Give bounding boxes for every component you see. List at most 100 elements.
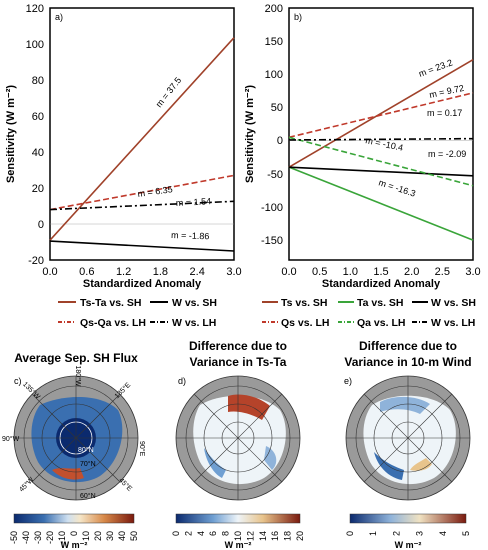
- xtick-b: 0.0: [281, 266, 296, 278]
- legend-label: W vs. SH: [431, 297, 476, 309]
- xtick-a: 3.0: [226, 266, 241, 278]
- ytick-a: 0: [38, 219, 44, 231]
- legend-label: W vs. SH: [172, 297, 217, 309]
- colorbar-e-bar: [349, 513, 467, 524]
- panel-c-label: c): [14, 376, 22, 386]
- panel-b-yticks: 200 150 100 50 0 -50 -100 -150: [261, 3, 283, 247]
- colorbar-c-unit: W m⁻²: [61, 540, 88, 550]
- panel-e-label: e): [344, 376, 352, 386]
- colorbar-tick: 0: [171, 531, 181, 536]
- panel-a-yticks: 120 100 80 60 40 20 0 -20: [26, 3, 44, 267]
- colorbar-e-ticks: 0 1 2 3 4 5: [345, 531, 471, 536]
- lon-label: 180°W: [74, 365, 82, 386]
- slope-label: m = 6.35: [137, 184, 173, 199]
- colorbar-tick: -20: [45, 531, 55, 544]
- colorbar-tick: 10: [81, 531, 91, 541]
- ytick-b: 100: [265, 69, 283, 81]
- panel-b-xticks: 0.0 0.5 1.0 1.5 2.0 2.5 3.0: [281, 266, 480, 278]
- xtick-a: 1.2: [116, 266, 131, 278]
- meridian: [363, 393, 453, 483]
- meridian: [193, 393, 283, 483]
- colorbar-tick: 12: [245, 531, 255, 541]
- lat-label: 60°N: [80, 492, 96, 500]
- colorbar-tick: 30: [105, 531, 115, 541]
- colorbar-d-ticks: 0 2 4 6 8 10 12 14 16 18 20: [171, 531, 305, 541]
- series-line: [49, 174, 235, 211]
- panel-a: a) 120 100 80 60 40 20 0 -20 0.0 0.6 1.2…: [5, 3, 242, 290]
- legend-label: Qa vs. LH: [357, 317, 405, 329]
- panel-a-label: a): [55, 12, 63, 22]
- colorbar-tick: 5: [461, 531, 471, 536]
- legend-label: Ta vs. SH: [357, 297, 404, 309]
- colorbar-tick: 0: [69, 531, 79, 536]
- xtick-a: 0.0: [42, 266, 57, 278]
- legend-label: Qs-Qa vs. LH: [80, 317, 146, 329]
- colorbar-tick: -10: [57, 531, 67, 544]
- ytick-b: 0: [277, 135, 283, 147]
- series-line: [288, 92, 474, 139]
- legend-label: Ts-Ta vs. SH: [80, 297, 141, 309]
- colorbar-tick: 10: [233, 531, 243, 541]
- lat-label: 70°N: [80, 460, 96, 468]
- map-c-title: Average Sep. SH Flux: [14, 351, 138, 365]
- colorbar-tick: 16: [270, 531, 280, 541]
- colorbar-d-unit: W m⁻²: [225, 540, 252, 550]
- ytick-b: 50: [271, 102, 283, 114]
- xtick-b: 1.5: [373, 266, 388, 278]
- map-d-title-line1: Difference due to: [189, 339, 287, 353]
- lon-label: 90°E: [138, 441, 146, 457]
- ytick-a: 120: [26, 3, 44, 15]
- xtick-b: 3.0: [465, 266, 480, 278]
- colorbar-tick: 50: [129, 531, 139, 541]
- legend-b: Ts vs. SH Ta vs. SH W vs. SH Qs vs. LH Q…: [262, 297, 476, 329]
- map-e-title-line1: Difference due to: [359, 339, 457, 353]
- colorbar-tick: 20: [295, 531, 305, 541]
- colorbar-tick: 14: [258, 531, 268, 541]
- colorbar-tick: 6: [208, 531, 218, 536]
- series-line: [49, 240, 235, 252]
- slope-label: m = 23.2: [417, 57, 454, 78]
- series-line: [288, 59, 474, 168]
- map-d-title-line2: Variance in Ts-Ta: [190, 355, 287, 369]
- legend-label: W vs. LH: [431, 317, 475, 329]
- colorbar-tick: 4: [438, 531, 448, 536]
- colorbar-tick: 20: [93, 531, 103, 541]
- colorbar-tick: 4: [196, 531, 206, 536]
- panel-a-series: [49, 37, 235, 252]
- colorbar-tick: 3: [415, 531, 425, 536]
- colorbar-d: 0 2 4 6 8 10 12 14 16 18 20 W m⁻²: [171, 513, 305, 550]
- legend-label: Ts vs. SH: [281, 297, 328, 309]
- legend-label: W vs. LH: [172, 317, 216, 329]
- map-d: d): [175, 375, 301, 501]
- series-line: [288, 137, 474, 141]
- ytick-a: 80: [32, 75, 44, 87]
- map-e-blue-patch: [380, 396, 430, 414]
- ytick-b: 150: [265, 36, 283, 48]
- xtick-b: 1.0: [343, 266, 358, 278]
- lon-label: 90°W: [2, 435, 20, 443]
- colorbar-tick: 1: [368, 531, 378, 536]
- map-e: e): [344, 375, 471, 501]
- slope-label: m = -2.09: [428, 149, 466, 159]
- xtick-a: 1.8: [153, 266, 168, 278]
- slope-label: m = -10.4: [365, 135, 405, 153]
- slope-label: m = 1.54: [176, 196, 212, 208]
- ytick-b: -150: [261, 235, 283, 247]
- legend-a: Ts-Ta vs. SH W vs. SH Qs-Qa vs. LH W vs.…: [58, 297, 217, 329]
- series-line: [49, 200, 235, 211]
- series-line: [288, 136, 474, 187]
- series-line: [288, 166, 474, 241]
- ytick-a: 100: [26, 39, 44, 51]
- ytick-a: -20: [28, 255, 44, 267]
- ytick-b: -100: [261, 202, 283, 214]
- colorbar-tick: 2: [183, 531, 193, 536]
- lat-label: 80°N: [78, 446, 94, 454]
- ytick-a: 60: [32, 111, 44, 123]
- colorbar-d-bar: [175, 513, 301, 524]
- colorbar-e: 0 1 2 3 4 5 W m⁻²: [345, 513, 471, 550]
- colorbar-tick: -30: [33, 531, 43, 544]
- map-d-positive-patch: [228, 394, 270, 420]
- colorbar-tick: 8: [221, 531, 231, 536]
- panel-a-frame: [49, 7, 235, 261]
